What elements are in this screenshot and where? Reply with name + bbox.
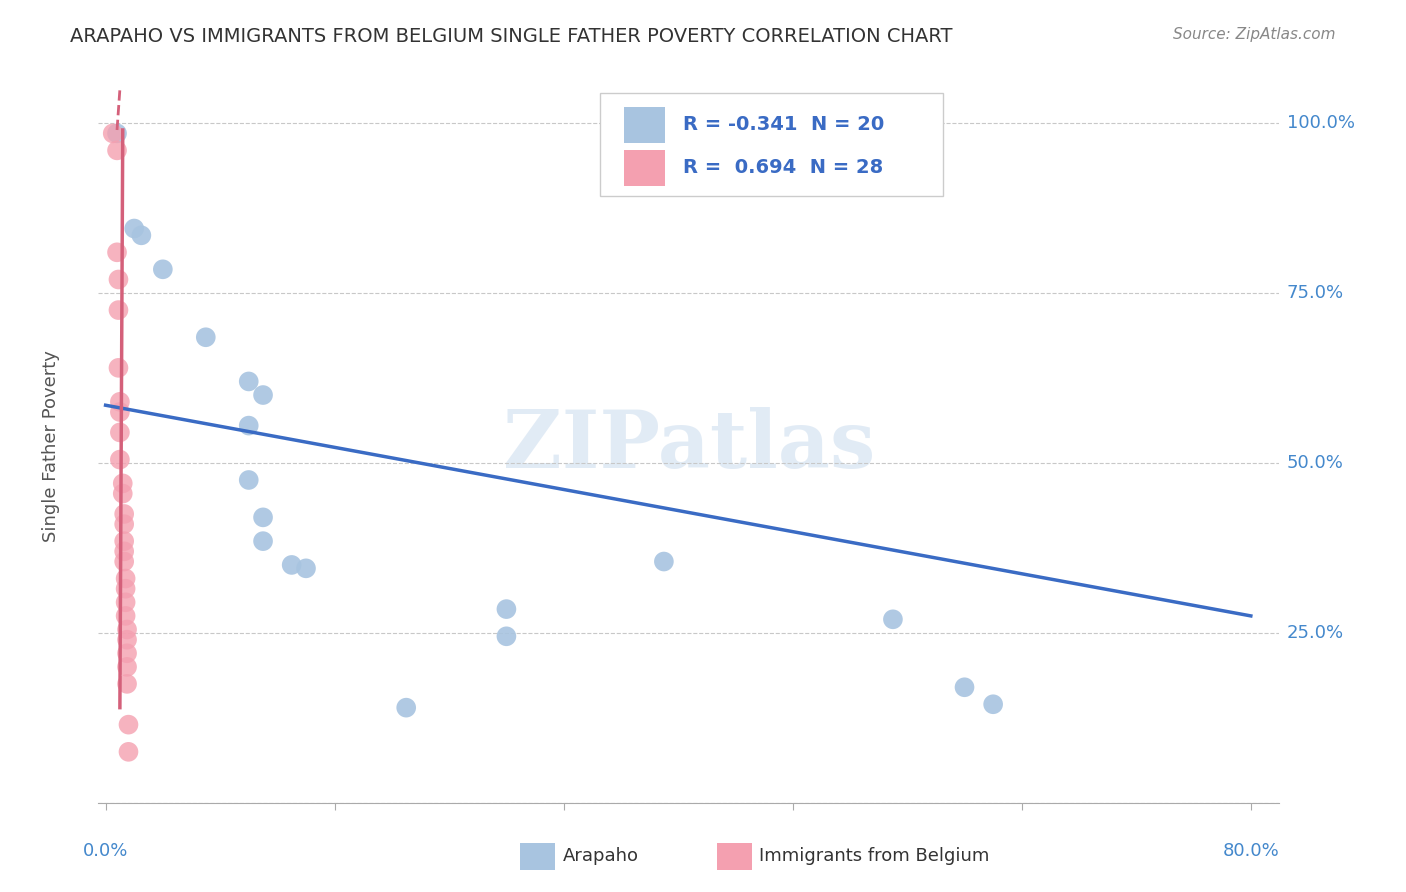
- Text: ARAPAHO VS IMMIGRANTS FROM BELGIUM SINGLE FATHER POVERTY CORRELATION CHART: ARAPAHO VS IMMIGRANTS FROM BELGIUM SINGL…: [70, 27, 953, 45]
- Point: [252, 534, 274, 549]
- Point: [114, 595, 136, 609]
- Point: [108, 394, 131, 409]
- Text: 0.0%: 0.0%: [83, 842, 128, 860]
- Text: R =  0.694  N = 28: R = 0.694 N = 28: [683, 158, 883, 178]
- Text: 100.0%: 100.0%: [1286, 114, 1354, 132]
- Text: Source: ZipAtlas.com: Source: ZipAtlas.com: [1173, 27, 1336, 42]
- Point: [107, 303, 129, 318]
- FancyBboxPatch shape: [600, 93, 943, 196]
- Point: [112, 517, 135, 532]
- Point: [115, 646, 138, 660]
- Point: [115, 632, 138, 647]
- Text: 75.0%: 75.0%: [1286, 284, 1344, 302]
- Point: [114, 608, 136, 623]
- Point: [115, 660, 138, 674]
- Point: [882, 612, 904, 626]
- Point: [115, 623, 138, 637]
- Point: [981, 698, 1004, 712]
- Point: [114, 582, 136, 596]
- Point: [101, 127, 124, 141]
- Point: [652, 555, 675, 569]
- Point: [117, 745, 139, 759]
- Point: [953, 680, 976, 694]
- Point: [112, 544, 135, 558]
- Point: [194, 330, 217, 344]
- Point: [495, 629, 517, 643]
- FancyBboxPatch shape: [624, 107, 665, 143]
- Point: [105, 245, 128, 260]
- Text: Immigrants from Belgium: Immigrants from Belgium: [759, 847, 990, 865]
- Point: [107, 360, 129, 375]
- Text: 25.0%: 25.0%: [1286, 624, 1344, 642]
- Point: [495, 602, 517, 616]
- Point: [105, 144, 128, 158]
- Point: [295, 561, 318, 575]
- Point: [395, 700, 418, 714]
- Point: [252, 388, 274, 402]
- Text: Single Father Poverty: Single Father Poverty: [42, 350, 60, 542]
- Text: ZIPatlas: ZIPatlas: [503, 407, 875, 485]
- Point: [111, 476, 134, 491]
- Point: [238, 375, 260, 389]
- Point: [122, 221, 145, 235]
- Point: [108, 452, 131, 467]
- Point: [238, 418, 260, 433]
- Point: [112, 507, 135, 521]
- Text: Arapaho: Arapaho: [562, 847, 638, 865]
- Point: [252, 510, 274, 524]
- Point: [115, 677, 138, 691]
- Point: [112, 555, 135, 569]
- Point: [280, 558, 302, 572]
- Point: [108, 425, 131, 440]
- Point: [152, 262, 174, 277]
- Point: [111, 486, 134, 500]
- Point: [131, 228, 153, 243]
- Text: 50.0%: 50.0%: [1286, 454, 1344, 472]
- Point: [112, 534, 135, 549]
- Point: [114, 572, 136, 586]
- FancyBboxPatch shape: [624, 150, 665, 186]
- Point: [108, 405, 131, 419]
- Point: [238, 473, 260, 487]
- Text: R = -0.341  N = 20: R = -0.341 N = 20: [683, 115, 884, 135]
- Point: [105, 127, 128, 141]
- Text: 80.0%: 80.0%: [1222, 842, 1279, 860]
- Point: [117, 717, 139, 731]
- Point: [107, 272, 129, 286]
